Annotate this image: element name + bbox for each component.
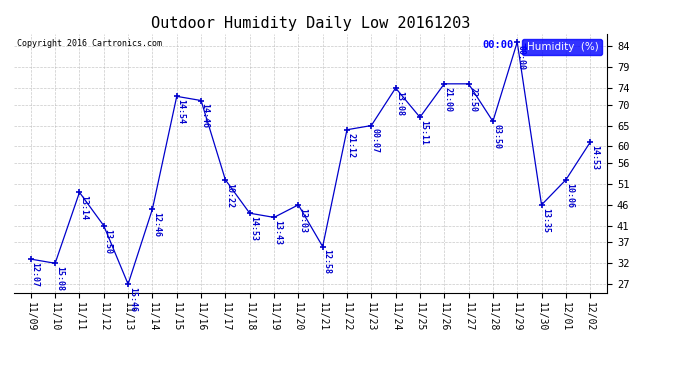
- Text: 10:06: 10:06: [566, 183, 575, 208]
- Text: 12:07: 12:07: [30, 262, 39, 287]
- Text: 03:50: 03:50: [493, 124, 502, 149]
- Text: 13:08: 13:08: [395, 91, 404, 116]
- Text: 13:50: 13:50: [104, 228, 112, 254]
- Text: 14:53: 14:53: [249, 216, 258, 241]
- Text: 15:11: 15:11: [420, 120, 428, 145]
- Text: 00:00: 00:00: [482, 40, 514, 50]
- Text: 13:43: 13:43: [274, 220, 283, 245]
- Text: 15:46: 15:46: [128, 287, 137, 312]
- Text: 14:46: 14:46: [201, 103, 210, 128]
- Text: 22:50: 22:50: [469, 87, 477, 112]
- Text: Copyright 2016 Cartronics.com: Copyright 2016 Cartronics.com: [17, 39, 161, 48]
- Text: 21:00: 21:00: [444, 87, 453, 112]
- Text: 13:14: 13:14: [79, 195, 88, 220]
- Text: 10:22: 10:22: [225, 183, 234, 208]
- Text: 14:53: 14:53: [590, 145, 599, 170]
- Title: Outdoor Humidity Daily Low 20161203: Outdoor Humidity Daily Low 20161203: [151, 16, 470, 31]
- Text: 14:54: 14:54: [177, 99, 186, 124]
- Text: 13:35: 13:35: [541, 208, 550, 232]
- Text: 21:12: 21:12: [346, 132, 355, 158]
- Text: 00:00: 00:00: [517, 45, 526, 70]
- Text: 00:07: 00:07: [371, 128, 380, 153]
- Text: 15:08: 15:08: [55, 266, 63, 291]
- Text: 12:58: 12:58: [322, 249, 331, 274]
- Text: 12:46: 12:46: [152, 212, 161, 237]
- Legend: Humidity  (%): Humidity (%): [522, 39, 602, 55]
- Text: 13:03: 13:03: [298, 208, 307, 232]
